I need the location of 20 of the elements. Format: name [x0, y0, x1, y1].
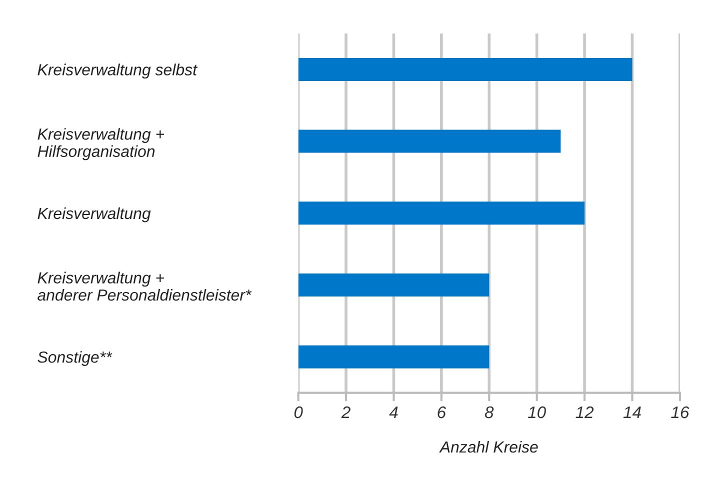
x-tick-label: 4 — [389, 406, 398, 418]
y-tick-label: Kreisverwaltung selbst — [38, 64, 198, 79]
y-tick-label: Sonstige** — [38, 351, 112, 366]
y-tick-label: Kreisverwaltung + Hilfsorganisation — [38, 128, 164, 160]
bar — [298, 130, 561, 153]
bar — [298, 202, 585, 225]
x-tick-label: 2 — [341, 406, 350, 418]
bar — [298, 345, 490, 368]
y-tick-label: Kreisverwaltung — [38, 207, 151, 222]
x-axis-title: Anzahl Kreise — [439, 440, 538, 453]
x-tick-label: 10 — [528, 406, 546, 418]
bar — [298, 274, 490, 296]
x-tick-label: 16 — [671, 406, 690, 418]
x-tick-label: 12 — [576, 406, 594, 418]
x-tick-label: 8 — [484, 406, 494, 418]
y-tick-label: Kreisverwaltung + anderer Personaldienstleister* — [38, 272, 252, 301]
bar — [298, 58, 632, 81]
x-tick-label: 6 — [438, 406, 446, 418]
x-tick-label: 0 — [294, 406, 303, 418]
x-tick-label: 14 — [623, 406, 641, 418]
